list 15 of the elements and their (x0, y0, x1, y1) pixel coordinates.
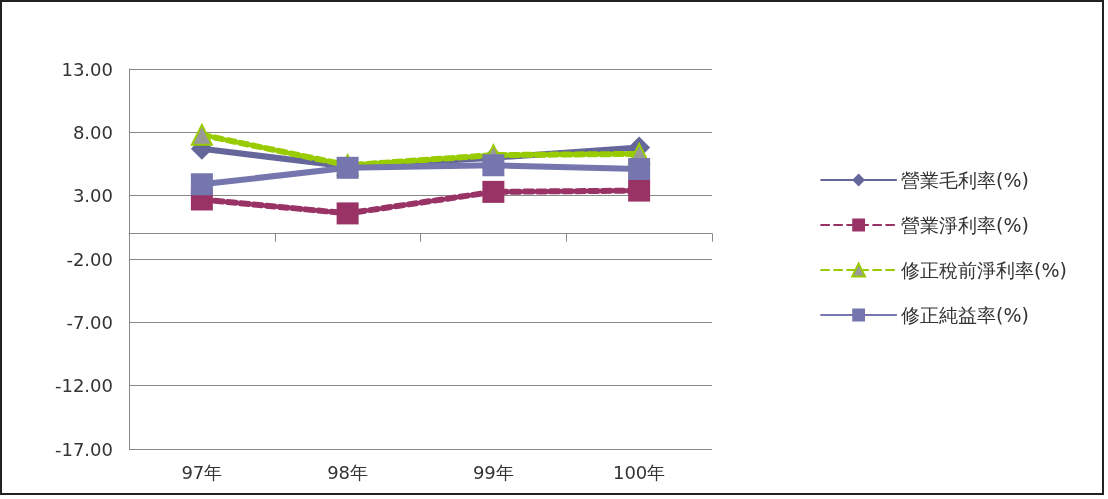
legend-label: 修正純益率(%) (901, 304, 1030, 326)
x-tick-label: 100年 (612, 461, 666, 483)
y-tick-label: 13.00 (61, 58, 113, 80)
y-tick-label: 3.00 (72, 185, 113, 207)
y-tick-label: 8.00 (72, 121, 113, 143)
y-tick-label: -7.00 (66, 311, 113, 333)
legend-label: 營業毛利率(%) (901, 169, 1030, 191)
legend-label: 修正稅前淨利率(%) (901, 259, 1068, 281)
x-tick-label: 98年 (327, 461, 369, 483)
x-tick-label: 97年 (181, 461, 223, 483)
x-tick-label: 99年 (472, 461, 514, 483)
y-tick-label: -17.00 (54, 438, 113, 460)
y-tick-label: -12.00 (54, 375, 113, 397)
y-tick-label: -2.00 (66, 248, 113, 270)
legend-label: 營業淨利率(%) (901, 214, 1030, 236)
